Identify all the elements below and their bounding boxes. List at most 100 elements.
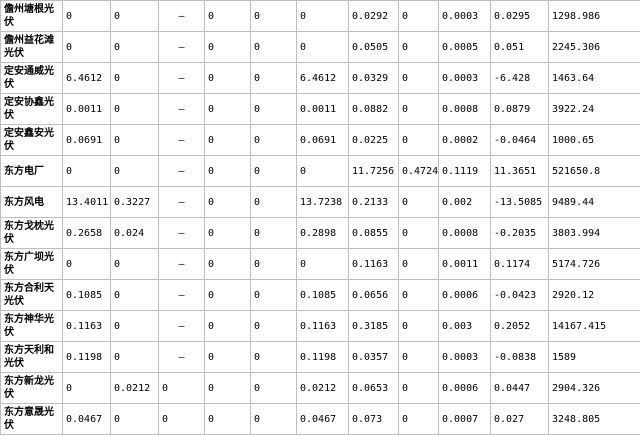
table-cell: 0: [204, 62, 251, 94]
table-cell: 3803.994: [548, 217, 640, 249]
row-label: 定安鑫安光伏: [0, 124, 63, 156]
table-cell: 0: [250, 403, 297, 435]
table-cell: -0.0423: [490, 279, 549, 311]
table-cell: -0.2035: [490, 217, 549, 249]
row-label: 定安通威光伏: [0, 62, 63, 94]
table-cell: 0: [204, 124, 251, 156]
table-cell: 0: [204, 155, 251, 187]
table-cell: 0: [204, 186, 251, 218]
table-cell: 6.4612: [296, 62, 349, 94]
table-cell: 1298.986: [548, 0, 640, 32]
table-cell: 2245.306: [548, 31, 640, 63]
table-row: 东方天利和光伏 0.1198 0—0 0 0.1198 0.0357 0 0.0003 -0.0…: [0, 341, 640, 373]
row-label: 东方广坝光伏: [0, 248, 63, 280]
table-cell: 0: [110, 341, 159, 373]
table-cell: 0.0212: [296, 372, 349, 404]
table-cell: 0.003: [438, 310, 491, 342]
row-label: 东方电厂: [0, 155, 63, 187]
table-cell: 0.0329: [348, 62, 399, 94]
table-cell: 0: [62, 372, 111, 404]
table-cell: 0: [398, 31, 439, 63]
table-cell: 0: [204, 0, 251, 32]
table-row: 定安通威光伏 6.4612 0—0 0 6.4612 0.0329 0 0.0003 -6.42…: [0, 62, 640, 94]
table-cell: -13.5085: [490, 186, 549, 218]
table-row: 定安鑫安光伏 0.0691 0—0 0 0.0691 0.0225 0 0.0002 -0.04…: [0, 124, 640, 156]
table-row: 东方新龙光伏 0 0.0212 0 0 0 0.0212 0.0653 0 0.0006 0.044…: [0, 372, 640, 404]
row-label: 儋州益花滩光伏: [0, 31, 63, 63]
table-cell: 0: [250, 372, 297, 404]
table-cell: 0.3227: [110, 186, 159, 218]
table-cell: 0: [250, 279, 297, 311]
table-cell: 0: [250, 310, 297, 342]
table-cell: 0: [62, 0, 111, 32]
table-row: 东方风电 13.4011 0.3227—0 0 13.7238 0.2133 0 0.002-…: [0, 186, 640, 218]
table-cell: 0.0002: [438, 124, 491, 156]
table-row: 儋州益花滩光伏 0 0—0 0 0 0.0505 0 0.0005 0.051 2245.306: [0, 31, 640, 63]
table-cell: 0.4724: [398, 155, 439, 187]
table-cell: -6.428: [490, 62, 549, 94]
table-cell: 0: [296, 248, 349, 280]
table-cell: 0.0008: [438, 217, 491, 249]
table-cell: 1463.64: [548, 62, 640, 94]
table-cell: 0.0653: [348, 372, 399, 404]
table-cell: 0.0357: [348, 341, 399, 373]
table-cell: 0: [204, 31, 251, 63]
table-cell: 0: [398, 217, 439, 249]
table-cell: 0: [110, 62, 159, 94]
table-cell: 0: [250, 31, 297, 63]
table-cell: -0.0464: [490, 124, 549, 156]
table-cell: 0.2898: [296, 217, 349, 249]
table-cell: 0.0007: [438, 403, 491, 435]
table-cell: 0: [398, 186, 439, 218]
table-cell: 0.0879: [490, 93, 549, 125]
row-label: 东方合利天光伏: [0, 279, 63, 311]
table-cell: 0.0011: [296, 93, 349, 125]
table-cell: 0: [398, 310, 439, 342]
row-label: 定安协鑫光伏: [0, 93, 63, 125]
table-row: 儋州塘根光伏 0 0—0 0 0 0.0292 0 0.0003 0.0295 1298.986: [0, 0, 640, 32]
row-label: 东方新龙光伏: [0, 372, 63, 404]
table-cell: 0.002: [438, 186, 491, 218]
table-cell: 0: [110, 0, 159, 32]
table-cell: —: [158, 279, 205, 311]
table-cell: 0: [62, 248, 111, 280]
table-cell: 0: [110, 124, 159, 156]
table-cell: 0: [110, 279, 159, 311]
table-cell: 0: [110, 248, 159, 280]
table-cell: 0: [398, 279, 439, 311]
table-cell: 0.0467: [296, 403, 349, 435]
row-label: 东方神华光伏: [0, 310, 63, 342]
table-cell: 0: [204, 93, 251, 125]
table-cell: 0.0505: [348, 31, 399, 63]
table-cell: 0: [250, 93, 297, 125]
table-cell: 0: [398, 403, 439, 435]
table-cell: 0: [158, 372, 205, 404]
table-cell: 0: [62, 155, 111, 187]
table-row: 东方广坝光伏 0 0—0 0 0 0.1163 0 0.0011 0.1174 5174.726: [0, 248, 640, 280]
table-cell: 0: [110, 310, 159, 342]
table-cell: 0: [110, 31, 159, 63]
table-cell: 0: [250, 155, 297, 187]
table-cell: —: [158, 186, 205, 218]
table-cell: 0: [204, 217, 251, 249]
table-cell: 0.0003: [438, 62, 491, 94]
table-cell: 14167.415: [548, 310, 640, 342]
row-label: 儋州塘根光伏: [0, 0, 63, 32]
table-cell: 0: [62, 31, 111, 63]
table-cell: 6.4612: [62, 62, 111, 94]
table-cell: 0.051: [490, 31, 549, 63]
row-label: 东方天利和光伏: [0, 341, 63, 373]
table-cell: 0: [250, 248, 297, 280]
table-cell: 0.2133: [348, 186, 399, 218]
table-cell: 0.0691: [296, 124, 349, 156]
table-cell: 9489.44: [548, 186, 640, 218]
table-cell: 0: [250, 0, 297, 32]
table-cell: 0: [398, 372, 439, 404]
table-cell: 0.1198: [296, 341, 349, 373]
table-cell: 0.0003: [438, 341, 491, 373]
table-cell: 0.1119: [438, 155, 491, 187]
table-cell: 0: [110, 403, 159, 435]
table-cell: —: [158, 31, 205, 63]
